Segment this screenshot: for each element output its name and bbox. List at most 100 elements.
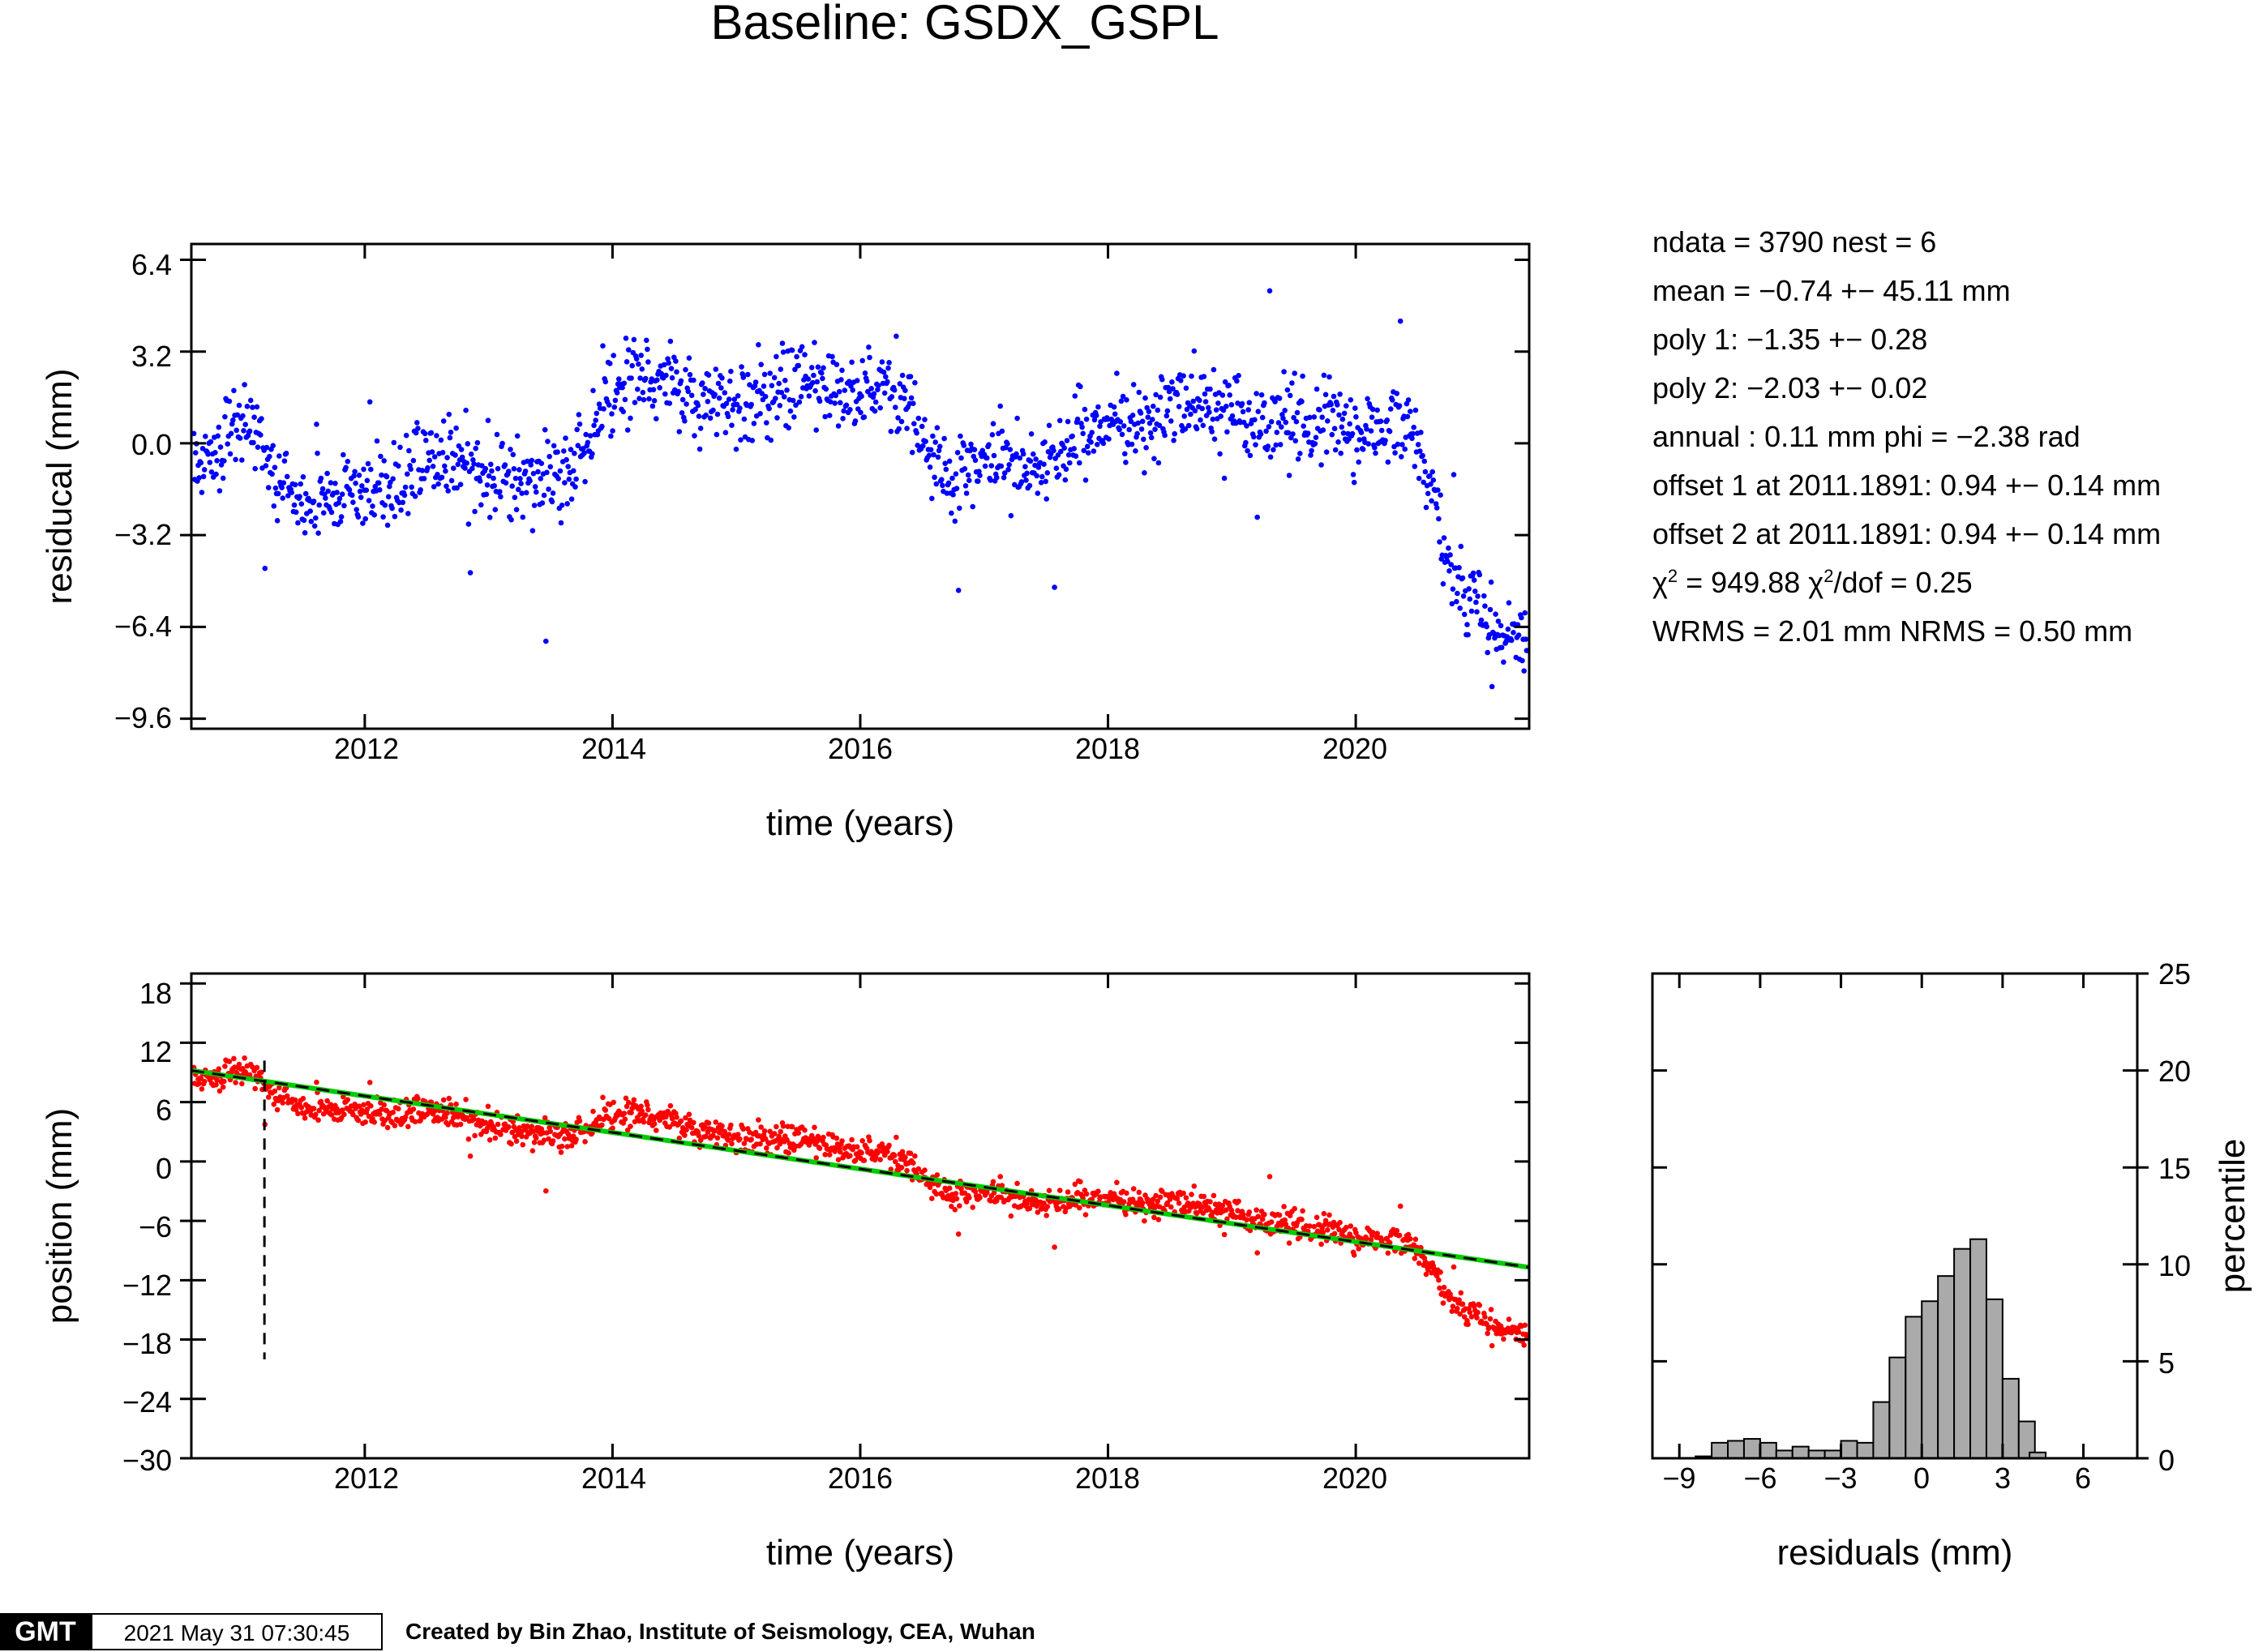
position-point (233, 1080, 238, 1085)
residual-point (1028, 431, 1035, 437)
residual-point (315, 450, 320, 456)
position-point (641, 1119, 647, 1125)
residual-point (1488, 579, 1494, 585)
residual-point (221, 458, 227, 464)
position-point (710, 1132, 716, 1139)
residual-point (1493, 611, 1498, 617)
position-point (558, 1149, 564, 1155)
residual-point (1138, 426, 1145, 432)
residual-point (1091, 448, 1097, 454)
position-point (1253, 1207, 1259, 1213)
position-point (1065, 1189, 1071, 1195)
histogram-x-tick-3: 3 (1995, 1462, 2011, 1495)
histogram-y-tick-3: 15 (2158, 1152, 2191, 1185)
position-point (854, 1144, 860, 1150)
position-point (628, 1123, 633, 1129)
residual-point (1163, 413, 1170, 419)
residual-point (401, 492, 408, 499)
residual-x-tick-2014: 2014 (581, 732, 646, 765)
position-point (907, 1150, 914, 1157)
residual-point (692, 433, 697, 439)
residual-point (400, 499, 406, 506)
residual-point (1061, 445, 1067, 451)
residual-point (886, 360, 892, 366)
residual-point (430, 464, 436, 469)
position-point (559, 1143, 565, 1149)
residual-point (1169, 379, 1175, 385)
position-point (1468, 1314, 1475, 1320)
position-point (412, 1119, 418, 1125)
histogram-x-tick-6: 6 (2075, 1462, 2091, 1495)
residual-point (642, 375, 649, 382)
residual-point (773, 396, 778, 401)
residual-point (696, 413, 702, 419)
residual-point (904, 426, 910, 431)
residual-point (826, 413, 833, 418)
position-point (295, 1111, 301, 1117)
residual-point (564, 456, 569, 463)
residual-point (644, 337, 649, 344)
residual-point (463, 407, 469, 413)
residual-point (198, 460, 204, 466)
position-point (1523, 1331, 1529, 1337)
residual-point (1146, 409, 1152, 415)
position-y-tick-3: 0 (156, 1152, 172, 1185)
residual-point (1436, 516, 1442, 522)
position-point (472, 1132, 478, 1139)
residual-point (594, 410, 600, 417)
residual-point (1392, 450, 1398, 456)
residual-point (444, 455, 450, 460)
position-point (485, 1103, 491, 1110)
residual-point (780, 349, 786, 355)
histogram-plot-frame (1651, 972, 2139, 1460)
residual-point (1191, 348, 1198, 354)
residual-point (374, 438, 380, 444)
residual-point (530, 470, 537, 477)
residual-point (864, 378, 870, 384)
position-point (1121, 1199, 1127, 1205)
chi2-value: = 949.88 χ (1678, 566, 1824, 599)
position-point (1313, 1214, 1320, 1221)
residual-point (1287, 392, 1293, 399)
position-point (737, 1136, 743, 1142)
residual-point (1309, 447, 1314, 454)
position-point (822, 1152, 828, 1158)
position-point (1073, 1202, 1079, 1208)
residual-point (1023, 477, 1029, 483)
residual-point (972, 457, 979, 464)
residual-point (779, 340, 786, 346)
residual-point (218, 462, 225, 468)
residual-point (885, 379, 890, 385)
residual-point (778, 389, 785, 396)
position-point (379, 1106, 384, 1112)
position-point (934, 1172, 941, 1178)
residual-point (692, 406, 698, 413)
residual-point (382, 502, 388, 508)
residual-point (936, 443, 943, 450)
residual-point (1356, 459, 1361, 465)
residual-point (1221, 475, 1228, 481)
residual-point (328, 480, 334, 486)
histogram-bars (1695, 1238, 2047, 1460)
position-point (719, 1123, 725, 1129)
position-point (1287, 1213, 1293, 1218)
position-point (1386, 1239, 1393, 1246)
residual-point (733, 446, 739, 452)
position-y-tick-0: 18 (139, 977, 172, 1010)
residual-point (1438, 492, 1443, 498)
position-point (1436, 1277, 1442, 1283)
residual-point (498, 494, 504, 500)
residual-point (696, 446, 703, 452)
position-point (314, 1079, 319, 1085)
residual-point (1465, 631, 1471, 638)
position-point (453, 1101, 459, 1107)
residual-point (1498, 623, 1504, 629)
residual-point (949, 510, 954, 516)
residual-point (927, 464, 933, 470)
residual-point (1022, 464, 1028, 469)
stat-wrms: WRMS = 2.01 mm NRMS = 0.50 mm (1652, 614, 2133, 648)
position-point (686, 1111, 692, 1117)
residual-point (1247, 452, 1253, 459)
residual-point (950, 492, 956, 498)
residual-point (241, 428, 246, 434)
